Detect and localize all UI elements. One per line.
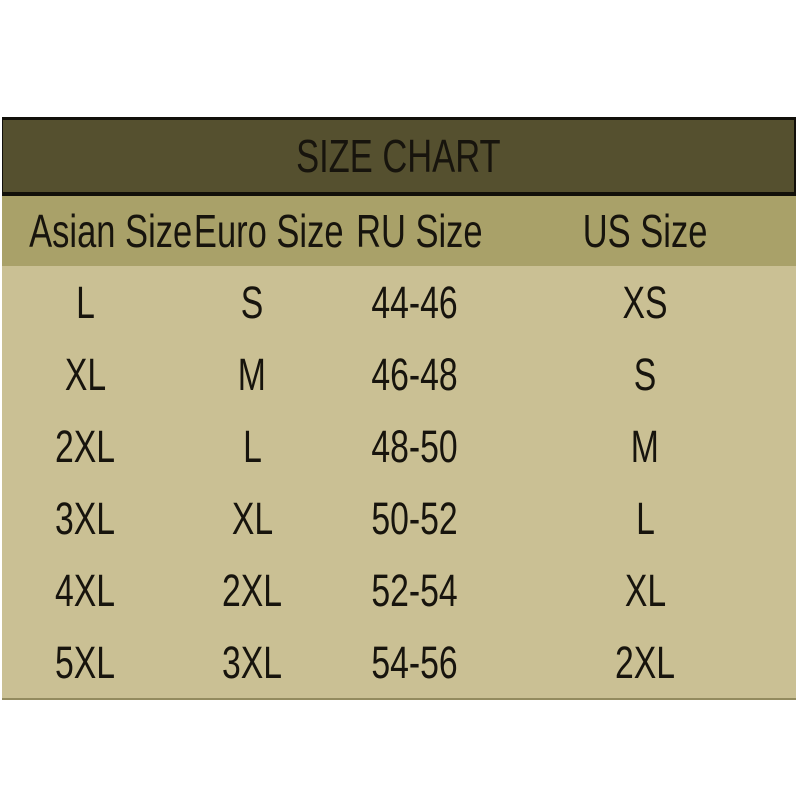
- table-cell: 54-56: [335, 640, 494, 685]
- cell-text: XL: [231, 492, 273, 544]
- table-cell: 5XL: [2, 640, 169, 685]
- table-cell: 48-50: [335, 424, 494, 469]
- cell-text: XL: [64, 348, 107, 400]
- column-header-us-size: US Size: [494, 208, 796, 254]
- table-cell: XS: [494, 280, 796, 325]
- table-cell: XL: [169, 496, 336, 541]
- size-chart-title: SIZE CHART: [296, 130, 501, 182]
- table-cell: 3XL: [169, 640, 336, 685]
- cell-text: 2XL: [55, 420, 116, 472]
- table-cell: 4XL: [2, 568, 169, 613]
- table-body: L S 44-46 XS XL M 46-48 S 2XL L 48-50 M …: [2, 266, 796, 700]
- table-cell: L: [2, 280, 169, 325]
- column-header-asian-size: Asian Size: [2, 208, 192, 254]
- cell-text: XS: [622, 276, 668, 328]
- column-header-label: RU Size: [356, 205, 484, 257]
- cell-text: 3XL: [222, 636, 283, 688]
- table-cell: 52-54: [335, 568, 494, 613]
- table-cell: 50-52: [335, 496, 494, 541]
- cell-text: 4XL: [55, 564, 116, 616]
- size-chart-title-bar: SIZE CHART: [2, 117, 796, 196]
- table-cell: S: [494, 352, 796, 397]
- table-cell: M: [494, 424, 796, 469]
- cell-text: S: [240, 276, 264, 328]
- table-cell: 2XL: [494, 640, 796, 685]
- cell-text: 44-46: [371, 276, 459, 328]
- table-cell: L: [169, 424, 336, 469]
- cell-text: 50-52: [371, 492, 459, 544]
- column-header-ru-size: RU Size: [335, 208, 494, 254]
- cell-text: 5XL: [55, 636, 116, 688]
- table-cell: 46-48: [335, 352, 494, 397]
- cell-text: S: [633, 348, 657, 400]
- cell-text: 54-56: [371, 636, 459, 688]
- cell-text: M: [631, 420, 660, 472]
- cell-text: 46-48: [371, 348, 459, 400]
- size-chart-table: SIZE CHART Asian Size Euro Size RU Size …: [2, 117, 796, 700]
- cell-text: 52-54: [371, 564, 459, 616]
- column-header-label: Euro Size: [193, 205, 344, 257]
- table-cell: S: [169, 280, 336, 325]
- table-header-row: Asian Size Euro Size RU Size US Size: [2, 196, 796, 266]
- cell-text: L: [242, 420, 262, 472]
- cell-text: 48-50: [371, 420, 459, 472]
- table-cell: L: [494, 496, 796, 541]
- cell-text: L: [635, 492, 655, 544]
- table-cell: 3XL: [2, 496, 169, 541]
- cell-text: XL: [624, 564, 666, 616]
- cell-text: M: [238, 348, 267, 400]
- table-cell: XL: [494, 568, 796, 613]
- table-cell: 2XL: [169, 568, 336, 613]
- cell-text: L: [75, 276, 95, 328]
- cell-text: 2XL: [615, 636, 676, 688]
- table-cell: 44-46: [335, 280, 494, 325]
- table-cell: XL: [2, 352, 169, 397]
- table-cell: M: [169, 352, 336, 397]
- cell-text: 2XL: [222, 564, 283, 616]
- column-header-label: US Size: [582, 205, 708, 257]
- table-cell: 2XL: [2, 424, 169, 469]
- cell-text: 3XL: [55, 492, 116, 544]
- column-header-label: Asian Size: [29, 205, 193, 257]
- column-header-euro-size: Euro Size: [169, 208, 344, 254]
